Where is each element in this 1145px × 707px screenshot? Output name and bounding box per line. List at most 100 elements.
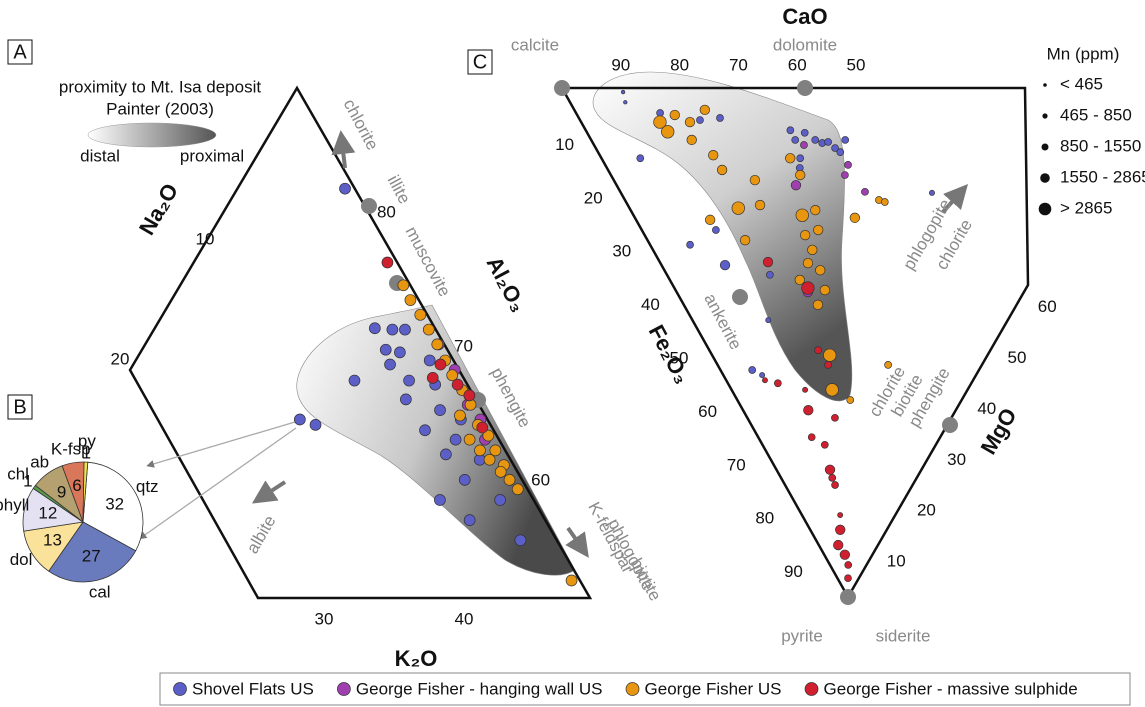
mineral-marker bbox=[361, 198, 377, 214]
data-point bbox=[795, 169, 806, 181]
data-point bbox=[384, 358, 396, 371]
field-title: proximity to Mt. Isa deposit bbox=[59, 77, 261, 96]
data-point bbox=[762, 377, 768, 384]
data-point bbox=[849, 212, 860, 223]
data-point bbox=[748, 366, 757, 374]
pie-category-label: py bbox=[78, 432, 96, 451]
tick-label: 50 bbox=[847, 55, 866, 74]
data-point bbox=[825, 383, 839, 397]
data-point bbox=[476, 421, 489, 434]
data-point bbox=[451, 378, 464, 391]
mineral-label: biotite bbox=[627, 555, 665, 604]
legend-label: George Fisher - massive sulphide bbox=[824, 679, 1078, 698]
panel-label: C bbox=[473, 51, 487, 73]
tick-label: 50 bbox=[670, 348, 689, 367]
data-point bbox=[802, 257, 814, 269]
data-point bbox=[422, 323, 435, 336]
data-point bbox=[794, 274, 805, 286]
data-point bbox=[846, 396, 855, 404]
pie-category-label: dol bbox=[10, 550, 33, 569]
size-legend-label: 850 - 1550 bbox=[1060, 136, 1141, 155]
data-point bbox=[844, 561, 853, 569]
tick-label: 60 bbox=[698, 402, 717, 421]
panel-label: B bbox=[13, 396, 26, 418]
data-point bbox=[404, 294, 417, 306]
data-point bbox=[394, 346, 406, 359]
data-point bbox=[811, 136, 820, 144]
data-point bbox=[812, 299, 824, 310]
data-point bbox=[790, 180, 802, 191]
pie-category-label: cal bbox=[89, 583, 111, 602]
data-point bbox=[844, 161, 852, 169]
arrow bbox=[941, 184, 969, 214]
data-point bbox=[463, 514, 476, 526]
data-point bbox=[803, 405, 814, 416]
legend-marker bbox=[337, 682, 351, 696]
data-point bbox=[801, 281, 815, 295]
data-point bbox=[807, 244, 818, 256]
tick-label: 80 bbox=[377, 202, 396, 221]
legend-marker bbox=[804, 682, 819, 696]
panel-box bbox=[7, 39, 33, 65]
data-point bbox=[774, 379, 782, 388]
data-point bbox=[810, 205, 821, 216]
data-point bbox=[434, 358, 447, 371]
tick-label: 60 bbox=[1038, 297, 1057, 316]
data-point bbox=[474, 444, 486, 457]
tick-label: 70 bbox=[729, 55, 748, 74]
data-point bbox=[463, 389, 476, 402]
data-point bbox=[482, 429, 495, 442]
proximity-scale bbox=[87, 122, 217, 148]
mineral-label: calcite bbox=[511, 35, 559, 54]
data-point bbox=[837, 512, 844, 519]
data-point bbox=[795, 208, 809, 222]
pie-value-label: 13 bbox=[43, 531, 62, 550]
mineral-label: chlorite bbox=[340, 96, 383, 153]
data-point bbox=[820, 440, 829, 449]
data-point bbox=[514, 534, 527, 547]
data-point bbox=[844, 574, 852, 583]
data-point bbox=[831, 144, 839, 152]
data-point bbox=[749, 174, 761, 186]
size-legend-marker bbox=[1041, 143, 1049, 151]
data-point bbox=[399, 323, 411, 336]
tick-label: 30 bbox=[612, 242, 631, 261]
tick-label: 60 bbox=[531, 471, 550, 490]
data-point bbox=[426, 372, 439, 384]
axis-title: Na₂O bbox=[134, 179, 183, 239]
data-point bbox=[765, 317, 772, 324]
data-point bbox=[824, 464, 836, 475]
size-legend-label: < 465 bbox=[1060, 74, 1103, 93]
data-point bbox=[824, 138, 832, 146]
data-point bbox=[831, 481, 839, 489]
data-point bbox=[731, 201, 745, 215]
pie-slice bbox=[48, 521, 137, 583]
data-point bbox=[800, 229, 811, 241]
data-point bbox=[565, 574, 578, 587]
field-high: proximal bbox=[180, 146, 244, 165]
pie-value-label: 27 bbox=[82, 547, 101, 566]
data-point bbox=[348, 374, 361, 387]
panel-label: A bbox=[13, 41, 27, 63]
legend-marker bbox=[625, 682, 640, 696]
data-point bbox=[696, 116, 704, 124]
tick-label: 40 bbox=[641, 295, 660, 314]
data-point bbox=[814, 346, 822, 354]
data-point bbox=[686, 134, 697, 146]
ternary-frame bbox=[559, 86, 1030, 600]
size-legend-marker bbox=[1038, 202, 1052, 216]
tick-label: 30 bbox=[947, 450, 966, 469]
pie-category-label: K-fsp bbox=[51, 440, 91, 459]
data-point bbox=[449, 433, 462, 446]
data-point bbox=[813, 224, 824, 236]
data-point bbox=[620, 89, 626, 95]
data-point bbox=[293, 413, 306, 426]
tick-label: 20 bbox=[111, 349, 130, 368]
tick-label: 20 bbox=[917, 501, 936, 520]
mineral-marker bbox=[554, 80, 570, 96]
axis-title: CaO bbox=[782, 4, 827, 29]
data-point bbox=[800, 128, 809, 137]
data-point bbox=[929, 189, 935, 196]
data-point bbox=[400, 393, 412, 406]
